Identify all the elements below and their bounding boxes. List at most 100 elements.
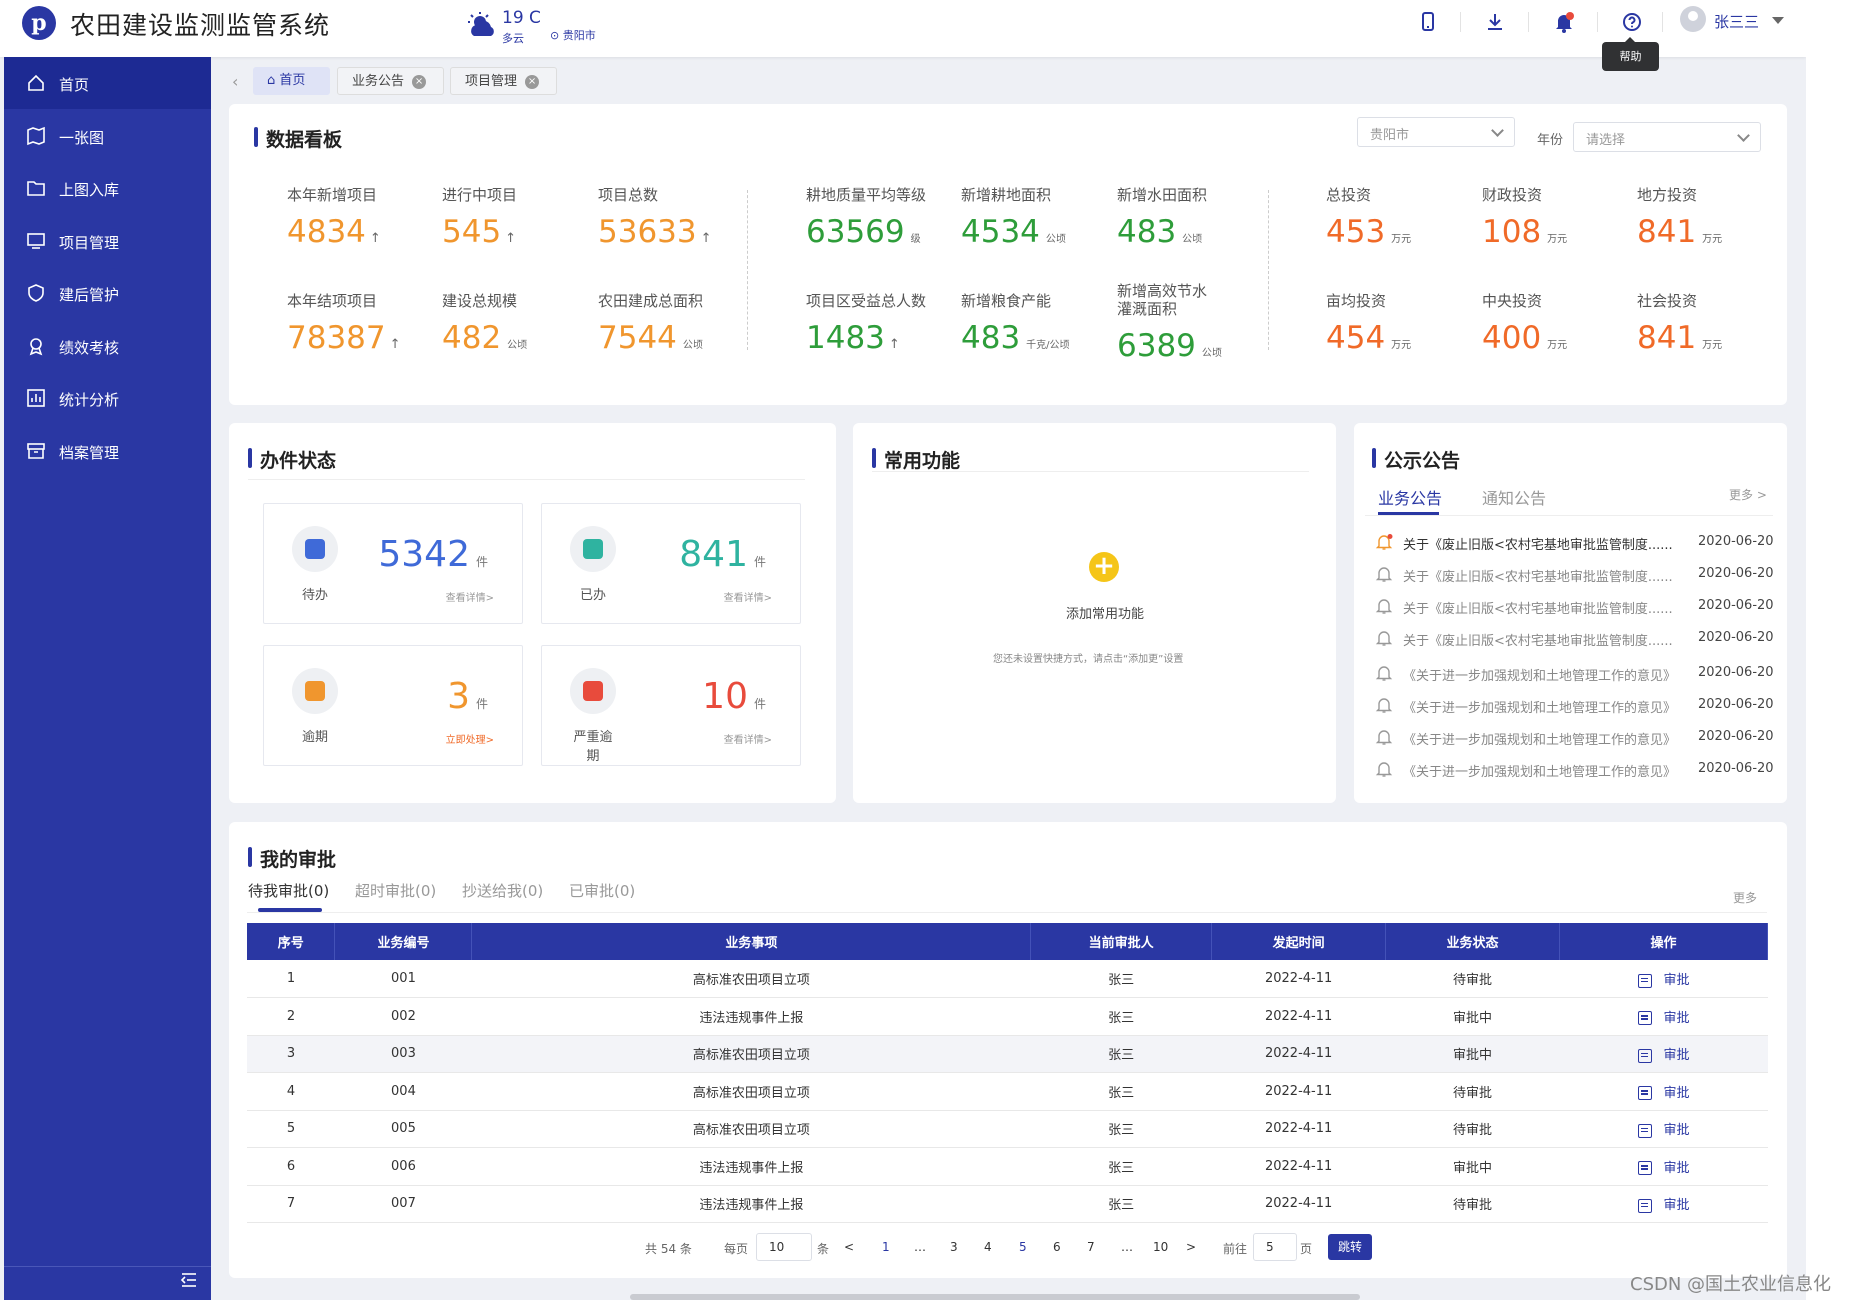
work-card[interactable]: 逾期 3 件立即处理> — [263, 645, 523, 766]
notice-more-link[interactable]: 更多 > — [1729, 488, 1767, 502]
user-name[interactable]: 张三三 — [1714, 13, 1760, 31]
table-cell: 高标准农田项目立项 — [471, 1110, 1031, 1148]
edit-form-icon[interactable] — [1637, 1161, 1652, 1176]
page-number[interactable]: 6 — [1053, 1240, 1061, 1254]
goto-page-input[interactable]: 5 — [1253, 1233, 1297, 1261]
column-header: 业务事项 — [471, 923, 1032, 960]
approve-action[interactable]: 审批 — [1559, 1147, 1768, 1186]
add-common-func-button[interactable]: 添加常用功能 — [1066, 607, 1145, 622]
year-select[interactable]: 请选择 — [1573, 122, 1761, 152]
close-icon[interactable]: × — [525, 74, 540, 89]
edit-form-icon[interactable] — [1637, 1086, 1652, 1101]
download-icon[interactable] — [1483, 10, 1507, 34]
approve-label[interactable]: 审批 — [1663, 1048, 1690, 1064]
notice-item[interactable]: 《关于进一步加强规划和土地管理工作的意见》 2020-06-20 — [1375, 696, 1775, 716]
work-card[interactable]: 严重逾期 10 件查看详情> — [541, 645, 801, 766]
sidebar-item-2[interactable]: 上图入库 — [4, 162, 211, 214]
table-cell: 审批中 — [1385, 1035, 1560, 1073]
page-number[interactable]: 1 — [882, 1240, 890, 1254]
stat-unit: 万元 — [1391, 340, 1412, 351]
approve-label[interactable]: 审批 — [1663, 1085, 1690, 1101]
approve-action[interactable]: 审批 — [1559, 960, 1768, 998]
edit-form-icon[interactable] — [1637, 1011, 1652, 1026]
prev-page-button[interactable]: < — [844, 1240, 855, 1254]
notice-item[interactable]: 《关于进一步加强规划和土地管理工作的意见》 2020-06-20 — [1375, 728, 1775, 748]
work-detail-link[interactable]: 查看详情> — [445, 593, 494, 604]
approve-action[interactable]: 审批 — [1559, 1185, 1768, 1223]
notice-item[interactable]: 《关于进一步加强规划和土地管理工作的意见》 2020-06-20 — [1375, 760, 1775, 780]
sidebar-item-3[interactable]: 项目管理 — [4, 215, 211, 267]
approval-tab-overtime[interactable]: 超时审批(0) — [355, 882, 437, 900]
user-avatar[interactable] — [1680, 6, 1706, 32]
sidebar-item-5[interactable]: 绩效考核 — [4, 320, 211, 372]
work-detail-link[interactable]: 查看详情> — [723, 735, 772, 746]
approval-tab-cc[interactable]: 抄送给我(0) — [462, 882, 544, 900]
sidebar-item-0[interactable]: 首页 — [4, 57, 211, 109]
stat-number: 841 — [1637, 320, 1697, 356]
edit-form-icon[interactable] — [1637, 973, 1652, 988]
tab-home[interactable]: ⌂ 首页 — [253, 67, 330, 95]
city-select[interactable]: 贵阳市 — [1357, 117, 1515, 147]
sidebar-item-1[interactable]: 一张图 — [4, 110, 211, 162]
jump-button[interactable]: 跳转 — [1328, 1234, 1372, 1260]
sidebar-item-label: 上图入库 — [59, 181, 120, 199]
next-page-button[interactable]: > — [1186, 1240, 1197, 1254]
edit-form-icon[interactable] — [1637, 1123, 1652, 1138]
approve-label[interactable]: 审批 — [1663, 1123, 1690, 1139]
horizontal-scrollbar[interactable] — [630, 1294, 1360, 1300]
approve-action[interactable]: 审批 — [1559, 1035, 1768, 1073]
approval-tab-done[interactable]: 已审批(0) — [569, 882, 636, 900]
work-detail-link[interactable]: 立即处理> — [445, 735, 494, 746]
page-number[interactable]: 10 — [1153, 1240, 1169, 1254]
tab-notice[interactable]: 业务公告 × — [337, 67, 444, 95]
approve-label[interactable]: 审批 — [1663, 1198, 1690, 1214]
approve-label[interactable]: 审批 — [1663, 973, 1690, 988]
edit-form-icon[interactable] — [1637, 1198, 1652, 1213]
notice-item[interactable]: 《关于进一步加强规划和土地管理工作的意见》 2020-06-20 — [1375, 664, 1775, 684]
page-number[interactable]: 3 — [950, 1240, 958, 1254]
weather-temp: 19 C — [502, 8, 541, 28]
notice-tab-business[interactable]: 业务公告 — [1378, 489, 1443, 508]
page-size-input[interactable]: 10 — [756, 1233, 812, 1261]
sidebar-item-6[interactable]: 统计分析 — [4, 372, 211, 424]
sidebar-item-7[interactable]: 档案管理 — [4, 425, 211, 477]
approve-label[interactable]: 审批 — [1663, 1160, 1690, 1176]
notice-item[interactable]: 关于《废止旧版<农村宅基地审批监管制度...... 2020-06-20 — [1375, 597, 1775, 617]
work-card[interactable]: 待办 5342 件查看详情> — [263, 503, 523, 624]
page-number[interactable]: … — [1121, 1240, 1133, 1254]
work-card[interactable]: 已办 841 件查看详情> — [541, 503, 801, 624]
notice-item[interactable]: 关于《废止旧版<农村宅基地审批监管制度...... 2020-06-20 — [1375, 565, 1775, 585]
stat-value: 53633 ↑ — [598, 212, 768, 259]
stat-unit: 万元 — [1702, 234, 1723, 245]
work-detail-link[interactable]: 查看详情> — [723, 593, 772, 604]
calendar-check-icon — [570, 526, 616, 572]
page-number[interactable]: … — [914, 1240, 926, 1254]
page-number[interactable]: 4 — [984, 1240, 992, 1254]
page-number[interactable]: 5 — [1019, 1240, 1027, 1254]
add-plus-icon[interactable]: + — [1089, 552, 1119, 582]
common-func-title: 常用功能 — [872, 446, 960, 473]
stat-item: 新增水田面积 483 公顷 — [1117, 186, 1287, 260]
collapse-menu-icon[interactable] — [180, 1272, 198, 1288]
approve-action[interactable]: 审批 — [1559, 1110, 1768, 1148]
approve-action[interactable]: 审批 — [1559, 997, 1768, 1036]
approve-action[interactable]: 审批 — [1559, 1072, 1768, 1111]
close-icon[interactable]: × — [412, 74, 427, 89]
tab-project[interactable]: 项目管理 × — [450, 67, 557, 95]
work-number: 10 — [702, 676, 748, 717]
edit-form-icon[interactable] — [1637, 1048, 1652, 1063]
help-icon[interactable] — [1620, 10, 1644, 34]
tab-back-icon[interactable]: ‹ — [232, 72, 239, 91]
bell-icon[interactable] — [1552, 10, 1576, 34]
notice-item[interactable]: 关于《废止旧版<农村宅基地审批监管制度...... 2020-06-20 — [1375, 629, 1775, 649]
approval-more-link[interactable]: 更多 — [1733, 891, 1758, 905]
approve-label[interactable]: 审批 — [1663, 1010, 1690, 1026]
approval-tab-pending[interactable]: 待我审批(0) — [248, 882, 330, 900]
folder-icon — [26, 178, 46, 198]
mobile-icon[interactable] — [1416, 10, 1440, 34]
notice-tab-notification[interactable]: 通知公告 — [1482, 489, 1547, 508]
sidebar-item-4[interactable]: 建后管护 — [4, 267, 211, 319]
chevron-down-icon[interactable] — [1772, 17, 1784, 24]
page-number[interactable]: 7 — [1087, 1240, 1095, 1254]
notice-item[interactable]: 关于《废止旧版<农村宅基地审批监管制度...... 2020-06-20 — [1375, 533, 1775, 553]
